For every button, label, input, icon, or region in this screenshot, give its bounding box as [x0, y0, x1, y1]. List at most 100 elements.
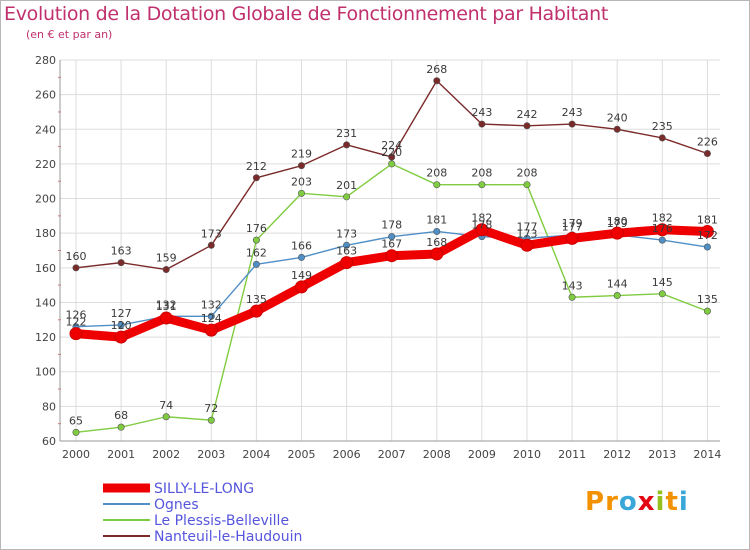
y-tick-label: 260 — [35, 89, 56, 102]
data-point — [252, 260, 260, 268]
data-label: 172 — [697, 229, 718, 242]
data-point — [388, 233, 396, 241]
data-point — [568, 293, 576, 301]
data-label: 65 — [69, 414, 83, 427]
y-tick-label: 200 — [35, 193, 56, 206]
data-label: 240 — [607, 111, 628, 124]
data-point — [568, 120, 576, 128]
data-label: 179 — [562, 217, 583, 230]
logo-letter: i — [678, 487, 689, 517]
data-point — [613, 125, 621, 133]
y-tick-label: 100 — [35, 366, 56, 379]
logo-letter: o — [618, 487, 638, 517]
data-label: 173 — [517, 227, 538, 240]
legend-label: SILLY-LE-LONG — [154, 481, 254, 497]
data-label: 132 — [156, 298, 177, 311]
data-point — [523, 181, 531, 189]
data-label: 145 — [652, 276, 673, 289]
data-label: 120 — [111, 319, 132, 332]
data-point — [478, 120, 486, 128]
y-tick-label: 280 — [35, 54, 56, 67]
data-label: 166 — [291, 239, 312, 252]
data-label: 176 — [652, 222, 673, 235]
data-label: 181 — [697, 213, 718, 226]
data-point — [297, 189, 305, 197]
data-label: 74 — [159, 399, 173, 412]
y-tick-label: 180 — [35, 227, 56, 240]
data-point — [523, 122, 531, 130]
data-point — [385, 249, 399, 263]
data-label: 231 — [336, 127, 357, 140]
data-point — [700, 224, 714, 238]
data-point — [340, 256, 354, 270]
x-tick-label: 2003 — [197, 448, 225, 461]
y-tick-label: 120 — [35, 331, 56, 344]
logo-letter: t — [665, 487, 679, 517]
legend-label: Ognes — [154, 497, 199, 513]
data-point — [72, 264, 80, 272]
data-label: 173 — [336, 227, 357, 240]
data-label: 143 — [562, 279, 583, 292]
x-tick-label: 2012 — [603, 448, 631, 461]
x-tick-label: 2002 — [152, 448, 180, 461]
x-tick-label: 2007 — [378, 448, 406, 461]
logo-letter: P — [585, 487, 606, 517]
chart-subtitle: (en € et par an) — [26, 28, 113, 41]
data-point — [72, 428, 80, 436]
data-point — [388, 160, 396, 168]
data-point — [162, 266, 170, 274]
x-tick-label: 2005 — [288, 448, 316, 461]
data-label: 131 — [156, 300, 177, 313]
data-label: 179 — [607, 217, 628, 230]
data-point — [433, 181, 441, 189]
data-label: 224 — [381, 139, 402, 152]
data-point — [252, 174, 260, 182]
data-label: 162 — [246, 246, 267, 259]
data-label: 243 — [471, 106, 492, 119]
data-label: 178 — [471, 219, 492, 232]
data-point — [520, 238, 534, 252]
data-label: 226 — [697, 136, 718, 149]
y-tick-label: 240 — [35, 123, 56, 136]
x-tick-label: 2001 — [107, 448, 135, 461]
data-label: 163 — [111, 245, 132, 258]
logo-letter: i — [655, 487, 666, 517]
data-point — [703, 307, 711, 315]
data-label: 122 — [66, 316, 87, 329]
data-label: 182 — [471, 212, 492, 225]
data-label: 163 — [336, 245, 357, 258]
x-tick-label: 2014 — [693, 448, 721, 461]
data-label: 235 — [652, 120, 673, 133]
logo-letter: x — [637, 487, 656, 517]
y-tick-label: 140 — [35, 296, 56, 309]
x-tick-label: 2000 — [62, 448, 90, 461]
data-point — [478, 181, 486, 189]
data-point — [117, 321, 125, 329]
data-label: 132 — [201, 298, 222, 311]
legend-label: Le Plessis-Belleville — [154, 513, 289, 529]
data-point — [159, 311, 173, 325]
logo-letter: r — [605, 487, 619, 517]
data-label: 243 — [562, 106, 583, 119]
data-point — [207, 416, 215, 424]
data-label: 220 — [381, 146, 402, 159]
x-tick-label: 2009 — [468, 448, 496, 461]
data-label: 177 — [562, 220, 583, 233]
data-point — [114, 330, 128, 344]
data-label: 144 — [607, 278, 628, 291]
y-tick-label: 60 — [42, 435, 56, 448]
data-label: 72 — [204, 402, 218, 415]
data-label: 149 — [291, 269, 312, 282]
data-point — [703, 243, 711, 251]
x-tick-label: 2013 — [648, 448, 676, 461]
data-label: 180 — [607, 215, 628, 228]
data-label: 160 — [66, 250, 87, 263]
data-point — [655, 223, 669, 237]
data-point — [613, 292, 621, 300]
data-label: 178 — [381, 219, 402, 232]
data-point — [475, 223, 489, 237]
data-point — [162, 413, 170, 421]
y-tick-label: 80 — [42, 400, 56, 413]
data-point — [297, 162, 305, 170]
